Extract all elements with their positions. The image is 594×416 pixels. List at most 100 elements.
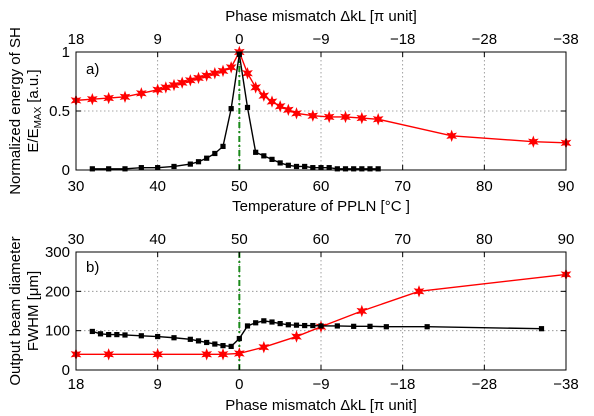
a-x-tick-label: 60 (313, 178, 330, 195)
a-x-tick-label: 30 (68, 178, 85, 195)
b-series-1-point (212, 341, 218, 347)
b-series-1-point (424, 324, 430, 330)
a-top-tick-label: −9 (312, 31, 329, 48)
panel-a-x-axis-label: Temperature of PPLN [°C ] (232, 198, 410, 215)
a-series-0-point (258, 89, 270, 102)
a-series-1-point (277, 160, 283, 166)
b-top-tick-label: 40 (149, 231, 166, 248)
b-series-1-point (285, 322, 291, 328)
b-series-1-point (195, 338, 202, 344)
a-series-1-point (244, 104, 251, 111)
b-top-tick-label: 60 (313, 231, 330, 248)
b-y-tick-label: 300 (45, 244, 70, 261)
a-series-1-point (106, 166, 112, 172)
panel-b-y-axis-label-line1: Output beam diameter (7, 236, 24, 385)
b-series-1-point (114, 332, 120, 338)
a-series-1-point (138, 165, 144, 171)
b-series-1-point (122, 332, 128, 338)
a-series-0-point (86, 93, 98, 106)
a-series-1-point (375, 166, 381, 172)
a-series-1-point (269, 156, 275, 162)
a-series-1-point (285, 162, 291, 168)
a-series-0-point (340, 110, 351, 124)
panel-b-y-axis-label-line2: FWHM [μm] (25, 271, 42, 351)
b-series-1-point (253, 320, 259, 326)
b-series-1-point (106, 332, 112, 338)
b-series-1-point (228, 343, 234, 349)
a-top-tick-label: −18 (390, 31, 415, 48)
a-x-tick-label: 80 (476, 178, 493, 195)
a-series-0-point (152, 83, 164, 96)
b-x-tick-label: −9 (312, 376, 329, 393)
panel-b-grid (76, 252, 566, 370)
a-series-0-point (168, 78, 180, 92)
a-series-0-point (323, 110, 335, 124)
a-series-1-point (302, 163, 308, 170)
a-series-0-point (225, 61, 237, 74)
b-series-1-point (261, 318, 267, 324)
b-series-1-point (171, 335, 177, 341)
b-top-tick-label: 80 (476, 231, 493, 248)
b-x-tick-label: −18 (390, 376, 415, 393)
a-top-tick-label: −28 (472, 31, 497, 48)
a-top-tick-label: 18 (68, 31, 85, 48)
b-series-0-line (76, 273, 567, 355)
a-x-tick-label: 70 (394, 178, 411, 195)
b-series-0-point (233, 347, 245, 360)
a-series-1-point (187, 161, 193, 167)
b-series-1-point (97, 331, 104, 337)
b-series-1-point (351, 323, 357, 329)
a-series-1-point (122, 166, 128, 172)
a-series-1-line (92, 54, 379, 170)
panel-a-label: a) (86, 61, 99, 78)
a-series-1-point (342, 166, 349, 172)
b-series-1-point (538, 326, 545, 332)
panel-b-series (70, 268, 572, 361)
a-series-0-point (201, 69, 213, 82)
b-x-tick-label: −28 (472, 376, 497, 393)
a-x-tick-label: 40 (149, 178, 166, 195)
panel-b-label: b) (86, 259, 99, 276)
a-series-0-point (446, 129, 458, 142)
b-series-1-point (155, 333, 161, 340)
a-series-1-point (261, 153, 267, 159)
a-series-0-point (307, 109, 319, 122)
b-series-0-point (217, 348, 229, 361)
b-top-tick-label: 70 (394, 231, 411, 248)
b-series-0-point (258, 340, 270, 354)
a-series-0-point (176, 76, 188, 89)
a-series-0-point (266, 95, 278, 108)
a-series-0-point (356, 111, 368, 125)
b-x-tick-label: −38 (553, 376, 578, 393)
b-series-1-point (236, 335, 242, 342)
a-series-0-point (372, 113, 384, 126)
b-series-1-point (244, 323, 251, 329)
b-x-tick-label: 9 (153, 376, 161, 393)
b-series-0-point (152, 348, 164, 361)
a-series-0-point (527, 135, 539, 148)
b-series-1-point (204, 339, 210, 346)
b-series-0-point (201, 348, 213, 361)
a-top-tick-label: −38 (553, 31, 578, 48)
a-x-tick-label: 50 (231, 178, 248, 195)
a-series-1-point (351, 166, 357, 172)
a-series-1-point (359, 166, 365, 172)
b-series-1-point (220, 343, 226, 349)
panel-a-frame (75, 51, 567, 171)
b-y-tick-label: 0 (62, 362, 70, 379)
b-series-1-point (310, 322, 316, 329)
a-series-1-point (212, 150, 218, 157)
a-series-1-point (367, 166, 373, 172)
b-series-0-point (291, 330, 302, 343)
b-series-1-point (277, 320, 283, 327)
b-y-tick-label: 200 (45, 283, 70, 300)
panel-a-y-axis-label-line1: Normalized energy of SH (7, 27, 24, 195)
panel-a-grid (76, 52, 566, 170)
b-series-1-point (138, 333, 144, 339)
a-series-1-point (228, 106, 234, 112)
a-series-1-point (220, 143, 226, 149)
b-series-1-point (187, 336, 193, 342)
b-x-tick-label: 0 (235, 376, 243, 393)
